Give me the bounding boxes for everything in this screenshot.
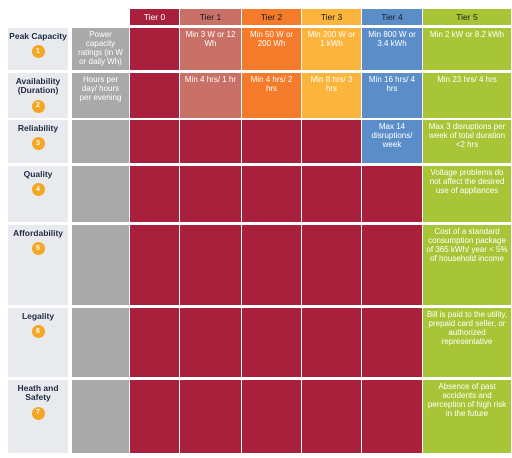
tier-cell-text: Absence of past accidents and perception… (427, 382, 507, 418)
row-label-7: Heath and Safety 7 (8, 380, 68, 453)
tier-2-cell-row-7 (242, 380, 301, 453)
row-label-3: Reliability 3 (8, 120, 68, 163)
row-number-badge: 6 (31, 325, 45, 339)
row-number-badge: 4 (31, 183, 45, 197)
row-number-badge: 2 (31, 99, 45, 113)
row-label-text: Heath and Safety (17, 383, 59, 403)
tier-5-cell-row-1: Min 2 kW or 8.2 kWh (423, 28, 511, 70)
tier-cell-text: Bill is paid to the utility, prepaid car… (426, 310, 508, 346)
tier-1-cell-row-2: Min 4 hrs/ 1 hr (180, 73, 241, 118)
tier-0-cell-row-5 (130, 225, 179, 305)
row-number-badge: 1 (31, 45, 45, 59)
tier-0-cell-row-1 (130, 28, 179, 70)
tier-cell-text: Max 3 disruptions per week of total dura… (428, 122, 506, 149)
tier-2-cell-row-2: Min 4 hrs/ 2 hrs (242, 73, 301, 118)
tier-4-cell-row-3: Max 14 disruptions/ week (362, 120, 422, 163)
row-description-1: Power capacity ratings (in W or daily Wh… (72, 28, 129, 70)
tier-cell-text: Voltage problems do not affect the desir… (429, 168, 505, 195)
tier-0-cell-row-2 (130, 73, 179, 118)
tier-4-cell-row-2: Min 16 hrs/ 4 hrs (362, 73, 422, 118)
tier-cell-text: Max 14 disruptions/ week (371, 122, 413, 149)
row-label-text: Quality (23, 169, 53, 179)
row-label-text: Affordability (12, 228, 64, 238)
row-description-3 (72, 120, 129, 163)
tier-3-cell-row-7 (302, 380, 361, 453)
tier-cell-text: Cost of a standard consumption package o… (426, 227, 508, 263)
tier-2-cell-row-1: Min 50 W or 200 Wh (242, 28, 301, 70)
tier-4-cell-row-5 (362, 225, 422, 305)
tier-header-1: Tier 1 (180, 9, 241, 25)
tier-cell-text: Min 2 kW or 8.2 kWh (429, 30, 505, 39)
tier-header-4: Tier 4 (362, 9, 422, 25)
row-label-4: Quality 4 (8, 166, 68, 222)
row-label-5: Affordability 5 (8, 225, 68, 305)
tier-header-0: Tier 0 (130, 9, 179, 25)
tier-5-cell-row-2: Min 23 hrs/ 4 hrs (423, 73, 511, 118)
tier-1-cell-row-4 (180, 166, 241, 222)
tier-3-cell-row-1: Min 200 W or 1 kWh (302, 28, 361, 70)
row-number-badge: 5 (31, 242, 45, 256)
tier-cell-text: Min 23 hrs/ 4 hrs (437, 75, 497, 84)
tier-3-cell-row-3 (302, 120, 361, 163)
tier-1-cell-row-1: Min 3 W or 12 Wh (180, 28, 241, 70)
tier-1-cell-row-3 (180, 120, 241, 163)
tier-4-cell-row-4 (362, 166, 422, 222)
row-label-text: Availability (Duration) (15, 76, 61, 96)
row-label-1: Peak Capacity 1 (8, 28, 68, 70)
row-label-6: Legality 6 (8, 308, 68, 377)
tier-cell-text: Min 50 W or 200 Wh (249, 30, 294, 48)
tier-2-cell-row-3 (242, 120, 301, 163)
row-description-7 (72, 380, 129, 453)
tier-1-cell-row-6 (180, 308, 241, 377)
tier-4-cell-row-1: Min 800 W or 3.4 kWh (362, 28, 422, 70)
tier-cell-text: Min 16 hrs/ 4 hrs (368, 75, 416, 93)
tier-3-cell-row-2: Min 8 hrs/ 3 hrs (302, 73, 361, 118)
tier-1-cell-row-5 (180, 225, 241, 305)
tier-5-cell-row-7: Absence of past accidents and perception… (423, 380, 511, 453)
tier-cell-text: Min 4 hrs/ 1 hr (184, 75, 237, 84)
tier-5-cell-row-3: Max 3 disruptions per week of total dura… (423, 120, 511, 163)
row-number-badge: 3 (31, 137, 45, 151)
row-description-5 (72, 225, 129, 305)
row-label-text: Legality (21, 311, 55, 321)
row-description-2: Hours per day/ hours per evening (72, 73, 129, 118)
tier-3-cell-row-6 (302, 308, 361, 377)
tier-1-cell-row-7 (180, 380, 241, 453)
row-label-text: Reliability (17, 123, 59, 133)
tier-3-cell-row-4 (302, 166, 361, 222)
tier-cell-text: Min 200 W or 1 kWh (307, 30, 356, 48)
row-label-text: Peak Capacity (9, 31, 67, 41)
tier-0-cell-row-4 (130, 166, 179, 222)
tier-5-cell-row-4: Voltage problems do not affect the desir… (423, 166, 511, 222)
tier-cell-text: Min 3 W or 12 Wh (185, 30, 236, 48)
tier-5-cell-row-5: Cost of a standard consumption package o… (423, 225, 511, 305)
row-description-6 (72, 308, 129, 377)
tier-cell-text: Min 800 W or 3.4 kWh (368, 30, 416, 48)
tier-header-5: Tier 5 (423, 9, 511, 25)
tier-2-cell-row-4 (242, 166, 301, 222)
tier-cell-text: Min 4 hrs/ 2 hrs (250, 75, 293, 93)
tier-header-2: Tier 2 (242, 9, 301, 25)
row-description-text: Hours per day/ hours per evening (79, 75, 122, 102)
tier-2-cell-row-5 (242, 225, 301, 305)
row-label-2: Availability (Duration) 2 (8, 73, 68, 118)
tier-2-cell-row-6 (242, 308, 301, 377)
row-description-text: Power capacity ratings (in W or daily Wh… (78, 30, 123, 66)
tier-4-cell-row-7 (362, 380, 422, 453)
tier-0-cell-row-6 (130, 308, 179, 377)
row-description-4 (72, 166, 129, 222)
tier-header-3: Tier 3 (302, 9, 361, 25)
tier-cell-text: Min 8 hrs/ 3 hrs (310, 75, 353, 93)
tier-5-cell-row-6: Bill is paid to the utility, prepaid car… (423, 308, 511, 377)
tier-0-cell-row-3 (130, 120, 179, 163)
tier-4-cell-row-6 (362, 308, 422, 377)
tier-0-cell-row-7 (130, 380, 179, 453)
row-number-badge: 7 (31, 406, 45, 420)
tier-3-cell-row-5 (302, 225, 361, 305)
